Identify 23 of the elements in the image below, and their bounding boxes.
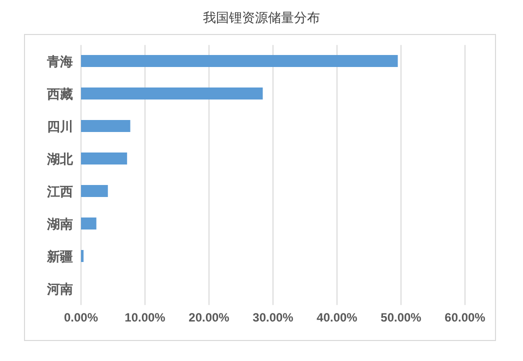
bar [81, 55, 398, 67]
bar [81, 250, 84, 262]
bar [81, 152, 128, 164]
y-tick-label: 四川 [47, 118, 73, 134]
x-tick-label: 60.00% [444, 310, 486, 325]
bar [81, 218, 96, 230]
y-tick-label: 江西 [46, 184, 73, 199]
bar [81, 88, 263, 100]
y-tick-label: 新疆 [46, 248, 73, 264]
x-tick-label: 40.00% [316, 310, 358, 325]
x-tick-label: 0.00% [64, 310, 98, 325]
bar [81, 120, 130, 132]
y-tick-label: 西藏 [46, 86, 73, 102]
x-tick-label: 30.00% [252, 310, 294, 325]
y-tick-label: 青海 [46, 54, 73, 69]
chart-title: 我国锂资源储量分布 [202, 9, 321, 27]
x-tick-label: 50.00% [380, 310, 422, 325]
x-tick-label: 10.00% [124, 310, 166, 325]
bar [81, 185, 108, 197]
x-tick-label: 20.00% [188, 310, 230, 325]
y-tick-label: 湖南 [46, 216, 73, 232]
y-tick-label: 河南 [46, 281, 73, 296]
y-tick-label: 湖北 [46, 151, 74, 166]
